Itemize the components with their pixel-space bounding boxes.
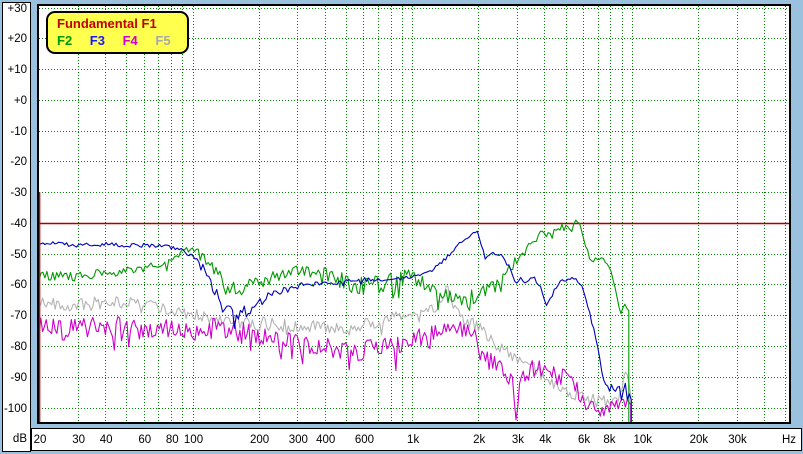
y-tick-label: -60 [10,279,27,292]
y-tick-label: -40 [10,217,27,230]
y-tick-label: -20 [10,156,27,169]
legend-f4-label: F4 [122,33,138,48]
y-tick-label: -90 [10,371,27,384]
curve-f2 [39,219,630,422]
x-tick-label: 30 [72,434,86,446]
x-tick-label: 200 [250,434,270,446]
y-tick-label: +20 [7,33,27,46]
y-tick-label: +30 [7,2,27,15]
x-tick-label: 600 [354,434,374,446]
y-tick-label: +10 [7,64,27,77]
x-tick-label: 4k [539,434,552,446]
x-tick-label: 10k [633,434,653,446]
y-axis-unit: dB [12,433,27,445]
x-tick-label: 20k [689,434,709,446]
y-tick-label: -10 [10,125,27,138]
x-tick-label: 30k [728,434,747,446]
x-tick-label: 2k [473,434,486,446]
plot-area[interactable] [37,4,791,424]
x-tick-label: 1k [407,434,420,446]
legend-f3-label: F3 [89,33,105,48]
y-tick-label: +0 [13,94,27,107]
legend-f5-label: F5 [155,33,171,48]
x-tick-label: 400 [316,434,336,446]
legend-f2-label: F2 [57,33,73,48]
y-tick-label: -80 [10,341,27,353]
y-tick-label: -50 [10,248,27,261]
legend: Fundamental F1 F2 F3 F4 F5 [46,11,189,54]
x-axis-unit: Hz [781,434,796,446]
chart-canvas[interactable] [39,6,789,422]
x-tick-label: 40 [99,434,113,446]
x-tick-label: 60 [138,434,152,446]
x-tick-label: 100 [183,434,204,446]
y-tick-label: -100 [3,402,27,415]
x-tick-label: 300 [288,434,308,446]
legend-harmonics-row: F2 F3 F4 F5 [57,32,187,49]
y-axis: +30 +20 +10 +0 -10 -20 -30 -40 -50 -60 -70 -80 -90 -1… [2,2,31,452]
curve-f3 [39,230,632,422]
x-tick-label: 3k [511,434,524,446]
curve-f4 [39,316,632,422]
x-tick-label: 6k [577,434,591,446]
curve-f5 [39,285,632,422]
y-tick-label: -70 [10,310,27,323]
y-tick-label: -30 [10,187,27,200]
x-axis: 20 30 40 60 80 100 200 300 400 600 1k 2k 3k 4k 6k 8k 10k… [31,428,802,451]
x-tick-label: 80 [165,434,179,446]
legend-fundamental-label: Fundamental F1 [57,16,157,31]
x-tick-label: 8k [603,434,616,446]
x-tick-label: 20 [33,434,47,446]
